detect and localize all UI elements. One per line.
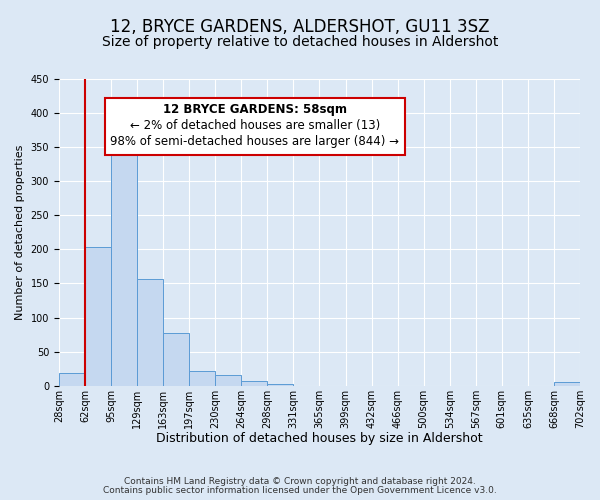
Bar [85, 248, 111, 386]
Bar [137, 280, 163, 386]
Text: ← 2% of detached houses are smaller (13): ← 2% of detached houses are smaller (13) [130, 118, 380, 132]
Text: Contains public sector information licensed under the Open Government Licence v3: Contains public sector information licen… [103, 486, 497, 495]
Bar [268, 384, 293, 386]
Bar [554, 382, 580, 386]
Text: Size of property relative to detached houses in Aldershot: Size of property relative to detached ho… [102, 35, 498, 49]
Bar [189, 370, 215, 386]
Bar [59, 372, 85, 386]
Y-axis label: Number of detached properties: Number of detached properties [15, 144, 25, 320]
Bar [241, 381, 268, 386]
Text: Contains HM Land Registry data © Crown copyright and database right 2024.: Contains HM Land Registry data © Crown c… [124, 477, 476, 486]
Text: 98% of semi-detached houses are larger (844) →: 98% of semi-detached houses are larger (… [110, 134, 400, 147]
Bar [163, 332, 189, 386]
Text: 12, BRYCE GARDENS, ALDERSHOT, GU11 3SZ: 12, BRYCE GARDENS, ALDERSHOT, GU11 3SZ [110, 18, 490, 36]
Text: 12 BRYCE GARDENS: 58sqm: 12 BRYCE GARDENS: 58sqm [163, 102, 347, 116]
Bar [215, 376, 241, 386]
Bar [111, 136, 137, 386]
X-axis label: Distribution of detached houses by size in Aldershot: Distribution of detached houses by size … [156, 432, 483, 445]
